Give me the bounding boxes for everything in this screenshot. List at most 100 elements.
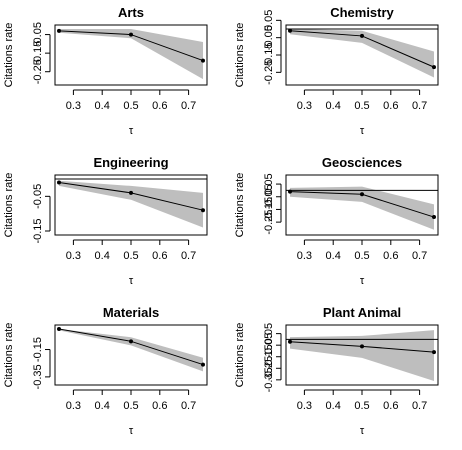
y-axis-label: Citations rate (234, 323, 246, 388)
data-point (288, 189, 292, 194)
x-tick-label: 0.6 (383, 250, 398, 262)
y-tick-label: -0.35 (32, 364, 44, 389)
data-point (129, 32, 133, 37)
x-tick-label: 0.3 (297, 100, 312, 112)
panel-4: Materials 0.3 0.4 0.5 0.6 0.7 τ -0.15 -0.35 Citat… (3, 305, 208, 437)
panel-title: Engineering (93, 155, 168, 170)
x-tick-label: 0.7 (181, 100, 196, 112)
x-tick-label: 0.4 (326, 250, 341, 262)
confidence-band (59, 29, 203, 80)
x-tick-label: 0.4 (326, 100, 341, 112)
plot-frame (285, 174, 439, 236)
x-axis-label: τ (129, 125, 134, 137)
x-axis-label: τ (360, 125, 365, 137)
y-axis-label: Citations rate (234, 23, 246, 88)
panel-title: Arts (118, 5, 144, 20)
x-tick-label: 0.6 (152, 100, 167, 112)
y-tick-label: 0.05 (263, 10, 275, 31)
data-point (432, 65, 436, 70)
y-tick-label: -0.05 (263, 184, 275, 209)
data-point (129, 339, 133, 344)
y-axis-label: Citations rate (3, 173, 15, 238)
x-tick-label: 0.6 (383, 400, 398, 412)
y-axis-label: Citations rate (234, 173, 246, 238)
x-tick-label: 0.3 (66, 250, 81, 262)
x-axis-label: τ (360, 275, 365, 287)
y-axis-label: Citations rate (3, 23, 15, 88)
x-tick-label: 0.7 (181, 250, 196, 262)
panel-title: Materials (103, 305, 159, 320)
panel-title: Plant Animal (323, 305, 401, 320)
x-tick-label: 0.7 (412, 100, 427, 112)
x-tick-label: 0.3 (66, 400, 81, 412)
x-tick-label: 0.7 (412, 250, 427, 262)
plot-frame (285, 24, 439, 86)
y-tick-label: 0.05 (263, 173, 275, 194)
x-tick-label: 0.6 (152, 250, 167, 262)
y-tick-label: -0.05 (32, 184, 44, 209)
x-axis-label: τ (129, 425, 134, 437)
y-tick-label: -0.15 (263, 197, 275, 222)
x-tick-label: 0.4 (95, 400, 110, 412)
x-tick-label: 0.5 (123, 100, 138, 112)
x-tick-label: 0.3 (297, 250, 312, 262)
x-axis-label: τ (129, 275, 134, 287)
y-tick-label: -0.25 (263, 60, 275, 85)
x-tick-label: 0.6 (383, 100, 398, 112)
panel-0: Arts 0.3 0.4 0.5 0.6 0.7 τ -0.05-0.15-0.25 Citat… (3, 5, 208, 137)
y-tick-label: -0.25 (263, 210, 275, 235)
y-tick-label: -0.15 (263, 42, 275, 67)
x-tick-label: 0.4 (95, 100, 110, 112)
panel-1: Chemistry 0.3 0.4 0.5 0.6 0.7 τ 0.05-0.05-0.15-… (234, 5, 439, 137)
plot-frame (54, 24, 208, 86)
data-point (360, 33, 364, 38)
data-point (201, 58, 205, 63)
data-point (57, 28, 61, 33)
x-tick-label: 0.4 (326, 400, 341, 412)
y-tick-label: 0.05 (263, 323, 275, 344)
confidence-band (290, 330, 434, 381)
panel-2: Engineering 0.3 0.4 0.5 0.6 0.7 τ -0.05 -0.15 Cit… (3, 155, 208, 287)
data-point (57, 327, 61, 331)
plot-frame (54, 324, 208, 386)
x-tick-label: 0.5 (354, 100, 369, 112)
y-tick-label: -0.15 (32, 41, 44, 66)
data-point (432, 215, 436, 220)
data-point (360, 344, 364, 349)
panel-title: Geosciences (322, 155, 402, 170)
y-tick-label: -0.05 (32, 22, 44, 47)
data-point (201, 208, 205, 213)
y-tick-label: -0.15 (263, 344, 275, 369)
confidence-band (59, 180, 203, 228)
y-tick-label: -0.25 (263, 356, 275, 381)
plot-frame (54, 174, 208, 236)
y-tick-label: -0.25 (32, 59, 44, 84)
y-tick-label: -0.05 (263, 25, 275, 50)
x-tick-label: 0.3 (66, 100, 81, 112)
data-point (288, 28, 292, 33)
y-tick-label: -0.15 (32, 337, 44, 362)
confidence-band (59, 329, 203, 372)
x-tick-label: 0.4 (95, 250, 110, 262)
x-tick-label: 0.5 (354, 250, 369, 262)
confidence-band (290, 29, 434, 78)
confidence-band (290, 186, 434, 230)
panel-title: Chemistry (330, 5, 394, 20)
x-tick-label: 0.6 (152, 400, 167, 412)
data-point (201, 362, 205, 367)
y-tick-label: -0.15 (32, 218, 44, 243)
x-tick-label: 0.5 (123, 250, 138, 262)
plot-frame (285, 324, 439, 386)
panel-3: Geosciences 0.3 0.4 0.5 0.6 0.7 τ 0.05-0.05-0.1… (234, 155, 439, 287)
data-point (288, 339, 292, 344)
data-point (360, 192, 364, 197)
x-tick-label: 0.5 (354, 400, 369, 412)
x-tick-label: 0.3 (297, 400, 312, 412)
x-tick-label: 0.7 (412, 400, 427, 412)
x-axis-label: τ (360, 425, 365, 437)
y-axis-label: Citations rate (3, 323, 15, 388)
y-tick-label: -0.05 (263, 333, 275, 358)
panel-5: Plant Animal 0.3 0.4 0.5 0.6 0.7 τ 0.05-0.05-0.… (234, 305, 439, 437)
x-tick-label: 0.5 (123, 400, 138, 412)
